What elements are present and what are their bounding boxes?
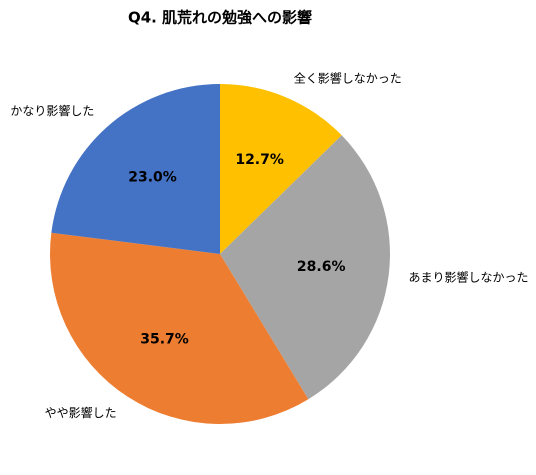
value-label: 12.7% xyxy=(235,152,284,168)
pie-slice xyxy=(220,135,390,400)
chart-title: Q4. 肌荒れの勉強への影響 xyxy=(128,9,312,27)
category-label: 全く影響しなかった xyxy=(294,70,402,85)
pie-slice xyxy=(50,232,309,424)
value-label: 35.7% xyxy=(140,332,189,348)
pie-slice xyxy=(220,84,342,254)
value-label: 23.0% xyxy=(128,169,177,185)
pie-slice xyxy=(51,84,220,254)
value-label: 28.6% xyxy=(297,259,346,275)
category-label: やや影響した xyxy=(45,405,117,420)
category-label: かなり影響した xyxy=(10,103,94,118)
category-label: あまり影響しなかった xyxy=(409,269,529,284)
